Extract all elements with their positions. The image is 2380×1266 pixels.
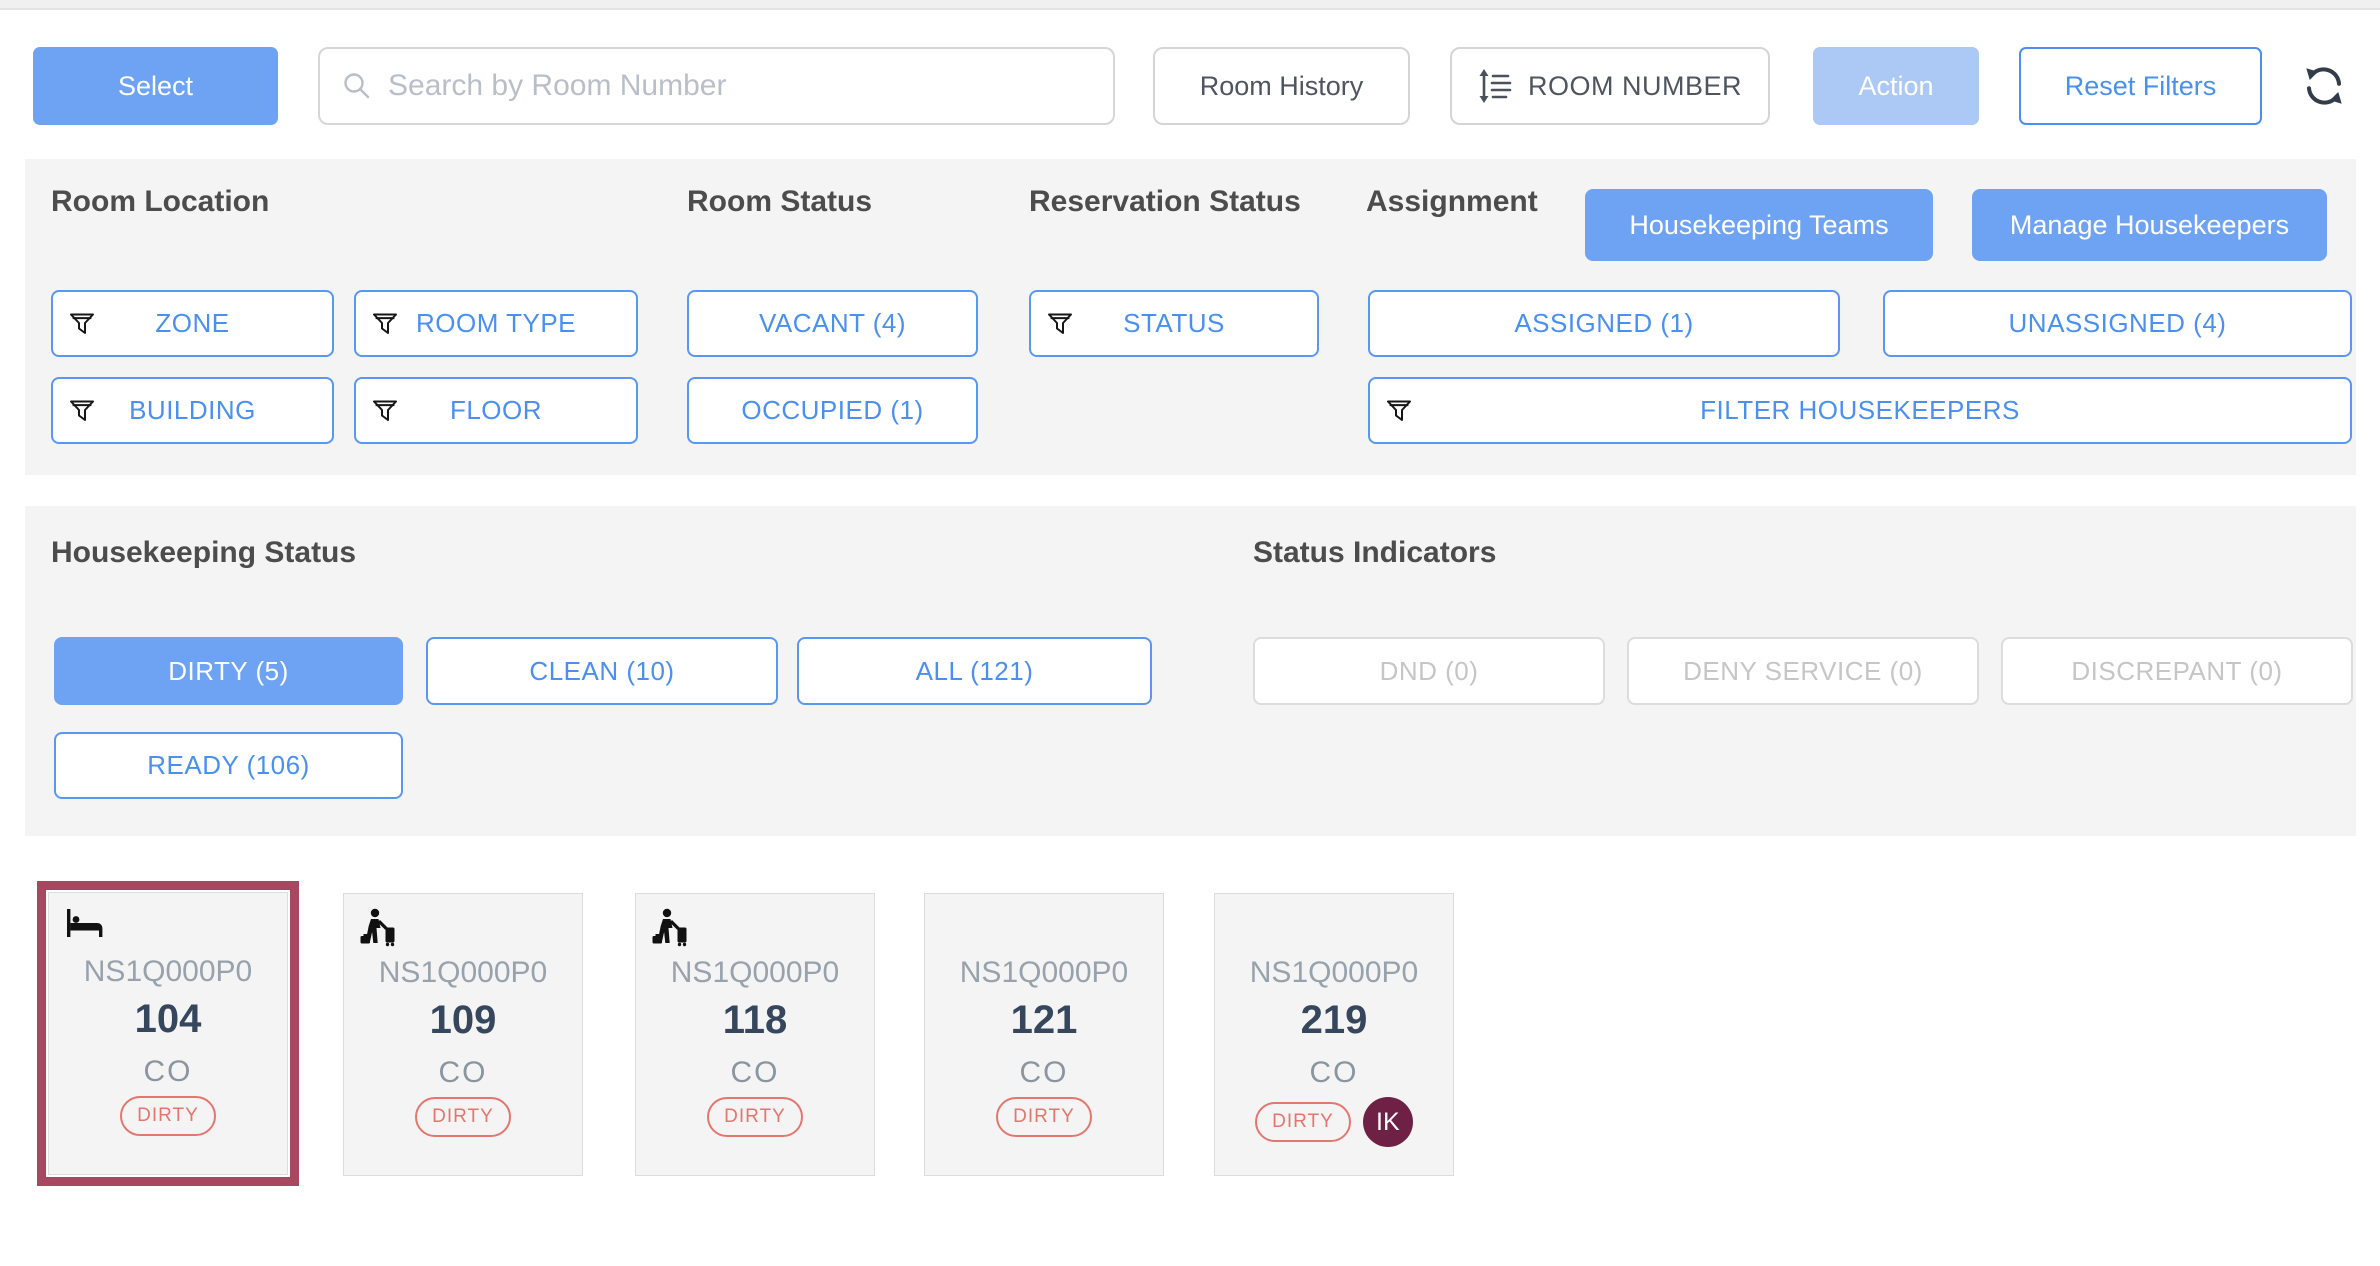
housekeeping-teams-button[interactable]: Housekeeping Teams bbox=[1585, 189, 1933, 261]
top-divider bbox=[0, 0, 2380, 10]
clean-filter-label: CLEAN (10) bbox=[529, 655, 675, 686]
dirty-status-badge: DIRTY bbox=[1255, 1102, 1351, 1142]
filter-housekeepers-label: FILTER HOUSEKEEPERS bbox=[1700, 395, 2020, 425]
funnel-icon bbox=[372, 398, 398, 423]
funnel-icon bbox=[372, 311, 398, 336]
dirty-status-badge: DIRTY bbox=[707, 1097, 803, 1137]
reservation-status-filter-label: STATUS bbox=[1123, 308, 1225, 338]
unassigned-filter-label: UNASSIGNED (4) bbox=[2008, 308, 2227, 338]
status-indicators-title: Status Indicators bbox=[1253, 536, 1497, 569]
room-card-109[interactable]: NS1Q000P0 109 CO DIRTY bbox=[343, 893, 583, 1176]
room-card[interactable]: NS1Q000P0 104 CO DIRTY bbox=[48, 892, 288, 1175]
room-number: 104 bbox=[134, 997, 202, 1041]
refresh-icon[interactable] bbox=[2300, 62, 2348, 110]
room-history-button[interactable]: Room History bbox=[1153, 47, 1410, 125]
room-location-title: Room Location bbox=[51, 185, 270, 218]
sort-by-label: ROOM NUMBER bbox=[1528, 70, 1742, 101]
room-type-code: NS1Q000P0 bbox=[378, 956, 548, 989]
reservation-status-filter-button[interactable]: STATUS bbox=[1029, 290, 1319, 357]
room-number: 109 bbox=[429, 998, 497, 1042]
assignment-title: Assignment bbox=[1366, 185, 1538, 218]
building-filter-button[interactable]: BUILDING bbox=[51, 377, 334, 444]
vacant-filter-label: VACANT (4) bbox=[758, 308, 907, 338]
room-type-filter-label: ROOM TYPE bbox=[415, 308, 577, 338]
housekeeping-status-panel: Housekeeping Status Status Indicators DI… bbox=[25, 506, 2356, 836]
zone-filter-label: ZONE bbox=[155, 308, 230, 338]
dirty-status-badge: DIRTY bbox=[415, 1097, 511, 1137]
discrepant-filter-button: DISCREPANT (0) bbox=[2001, 637, 2353, 705]
action-button[interactable]: Action bbox=[1813, 47, 1979, 125]
all-filter-label: ALL (121) bbox=[915, 655, 1034, 686]
funnel-icon bbox=[69, 311, 95, 336]
reservation-status: CO bbox=[438, 1056, 488, 1089]
select-button[interactable]: Select bbox=[33, 47, 278, 125]
dirty-status-badge: DIRTY bbox=[120, 1096, 216, 1136]
room-number: 219 bbox=[1300, 998, 1368, 1042]
room-type-code: NS1Q000P0 bbox=[959, 956, 1129, 989]
room-number: 121 bbox=[1010, 998, 1078, 1042]
assigned-filter-button[interactable]: ASSIGNED (1) bbox=[1368, 290, 1840, 357]
housekeeping-status-title: Housekeeping Status bbox=[51, 536, 357, 569]
room-card-121[interactable]: NS1Q000P0 121 CO DIRTY bbox=[924, 893, 1164, 1176]
dirty-filter-button[interactable]: DIRTY (5) bbox=[54, 637, 403, 705]
bed-icon bbox=[65, 907, 105, 939]
room-card-219[interactable]: NS1Q000P0 219 CO DIRTY IK bbox=[1214, 893, 1454, 1176]
dnd-filter-button: DND (0) bbox=[1253, 637, 1605, 705]
funnel-icon bbox=[1047, 311, 1073, 336]
ready-filter-button[interactable]: READY (106) bbox=[54, 732, 403, 799]
search-icon bbox=[342, 71, 372, 101]
funnel-icon bbox=[69, 398, 95, 423]
filter-housekeepers-button[interactable]: FILTER HOUSEKEEPERS bbox=[1368, 377, 2352, 444]
reservation-status-title: Reservation Status bbox=[1029, 185, 1301, 218]
search-bar bbox=[318, 47, 1115, 125]
discrepant-filter-label: DISCREPANT (0) bbox=[2071, 655, 2283, 686]
room-type-filter-button[interactable]: ROOM TYPE bbox=[354, 290, 638, 357]
reservation-status: CO bbox=[1019, 1056, 1069, 1089]
reset-filters-button[interactable]: Reset Filters bbox=[2019, 47, 2262, 125]
floor-filter-label: FLOOR bbox=[449, 395, 543, 425]
building-filter-label: BUILDING bbox=[129, 395, 256, 425]
all-filter-button[interactable]: ALL (121) bbox=[797, 637, 1152, 705]
zone-filter-button[interactable]: ZONE bbox=[51, 290, 334, 357]
dnd-filter-label: DND (0) bbox=[1379, 655, 1479, 686]
selected-room-card-104[interactable]: NS1Q000P0 104 CO DIRTY bbox=[37, 881, 299, 1186]
reservation-status: CO bbox=[1309, 1056, 1359, 1089]
unassigned-filter-button[interactable]: UNASSIGNED (4) bbox=[1883, 290, 2352, 357]
reservation-status: CO bbox=[730, 1056, 780, 1089]
housekeeper-initials-badge[interactable]: IK bbox=[1362, 1097, 1413, 1147]
sort-amount-icon bbox=[1478, 69, 1512, 103]
deny-service-filter-label: DENY SERVICE (0) bbox=[1683, 655, 1923, 686]
reservation-status: CO bbox=[143, 1055, 193, 1088]
room-type-code: NS1Q000P0 bbox=[83, 955, 253, 988]
room-number: 118 bbox=[722, 998, 788, 1042]
search-input[interactable] bbox=[386, 68, 1091, 104]
sort-by-button[interactable]: ROOM NUMBER bbox=[1450, 47, 1770, 125]
filters-panel: Room Location Room Status Reservation St… bbox=[25, 159, 2356, 475]
clean-filter-button[interactable]: CLEAN (10) bbox=[426, 637, 778, 705]
departing-guest-icon bbox=[360, 908, 396, 950]
room-type-code: NS1Q000P0 bbox=[670, 956, 840, 989]
dirty-status-badge: DIRTY bbox=[996, 1097, 1092, 1137]
deny-service-filter-button: DENY SERVICE (0) bbox=[1627, 637, 1979, 705]
manage-housekeepers-button[interactable]: Manage Housekeepers bbox=[1972, 189, 2327, 261]
occupied-filter-button[interactable]: OCCUPIED (1) bbox=[687, 377, 978, 444]
room-card-118[interactable]: NS1Q000P0 118 CO DIRTY bbox=[635, 893, 875, 1176]
occupied-filter-label: OCCUPIED (1) bbox=[741, 395, 924, 425]
room-type-code: NS1Q000P0 bbox=[1249, 956, 1419, 989]
vacant-filter-button[interactable]: VACANT (4) bbox=[687, 290, 978, 357]
ready-filter-label: READY (106) bbox=[147, 750, 310, 780]
funnel-icon bbox=[1386, 398, 1412, 423]
dirty-filter-label: DIRTY (5) bbox=[168, 655, 289, 686]
floor-filter-button[interactable]: FLOOR bbox=[354, 377, 638, 444]
assigned-filter-label: ASSIGNED (1) bbox=[1514, 308, 1694, 338]
room-status-title: Room Status bbox=[687, 185, 873, 218]
departing-guest-icon bbox=[652, 908, 688, 950]
